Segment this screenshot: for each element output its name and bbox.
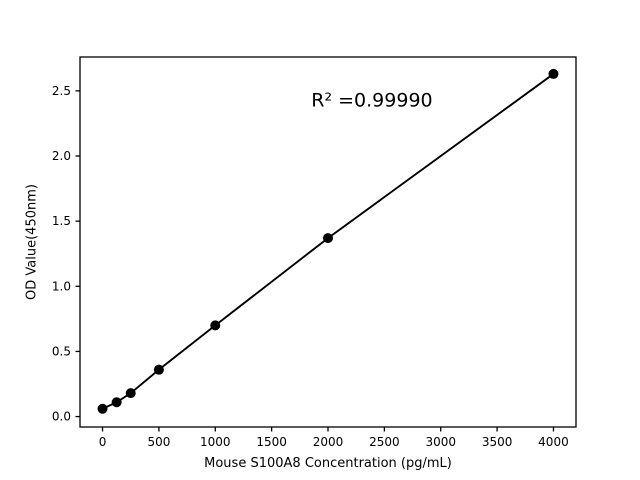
x-tick-label: 2500 (369, 435, 400, 449)
data-point (97, 403, 108, 414)
y-axis-label: OD Value(450nm) (25, 184, 40, 300)
x-tick-label: 3500 (482, 435, 513, 449)
x-tick-label: 2000 (313, 435, 344, 449)
y-tick-label: 1.0 (52, 279, 71, 293)
x-tick-label: 3000 (425, 435, 456, 449)
data-point (111, 397, 122, 408)
y-tick-label: 1.5 (52, 214, 71, 228)
x-axis-label: Mouse S100A8 Concentration (pg/mL) (204, 456, 452, 471)
y-tick-label: 0.0 (52, 410, 71, 424)
x-tick-label: 1000 (200, 435, 231, 449)
data-point (548, 68, 559, 79)
r-squared-annotation: R² =0.99990 (311, 90, 432, 112)
data-point (210, 320, 221, 331)
y-tick-label: 2.0 (52, 149, 71, 163)
data-point (125, 388, 136, 399)
x-tick-label: 4000 (538, 435, 569, 449)
data-point (323, 233, 333, 244)
y-tick-label: 0.5 (52, 344, 71, 358)
x-tick-label: 1500 (256, 435, 287, 449)
data-point (153, 364, 164, 375)
y-tick-label: 2.5 (52, 84, 71, 98)
x-tick-label: 500 (147, 435, 170, 449)
x-tick-label: 0 (99, 435, 107, 449)
